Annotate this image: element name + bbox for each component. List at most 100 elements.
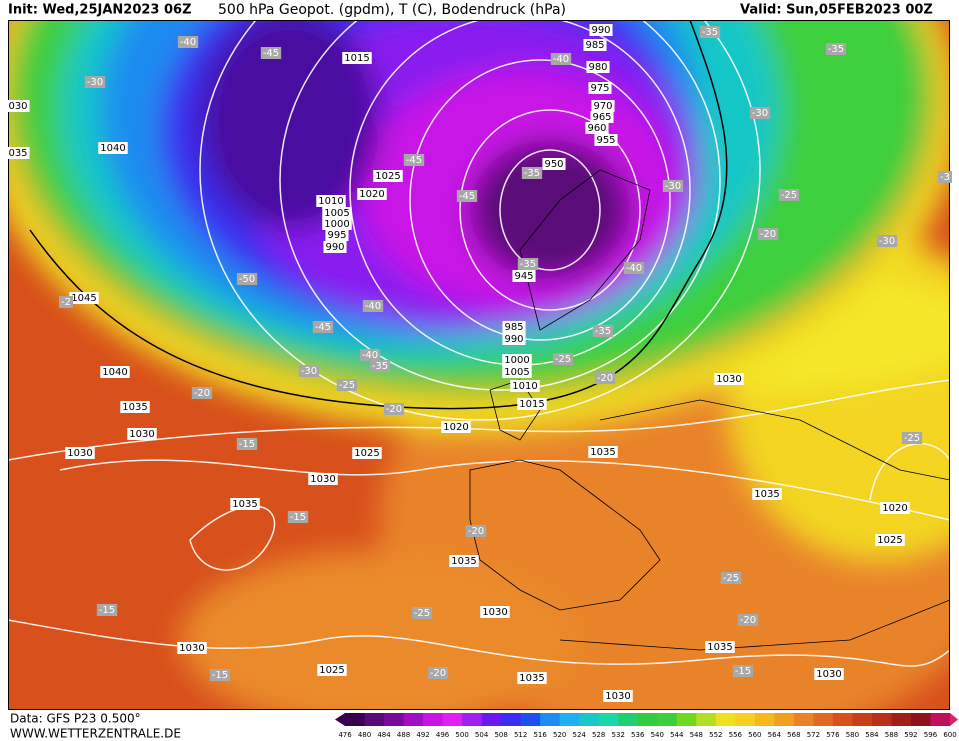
legend-label: 508: [494, 731, 507, 739]
legend-label: 540: [651, 731, 664, 739]
temperature-label-box: [312, 321, 334, 333]
temperature-label-box: [411, 607, 433, 619]
temperature-label: -20: [194, 388, 210, 399]
pressure-label-box: [317, 664, 347, 676]
legend-swatch: [852, 713, 873, 726]
pressure-label-box: [120, 401, 150, 413]
temperature-label: -30: [752, 108, 768, 119]
pressure-label-box: [517, 398, 547, 410]
legend-label: 564: [768, 731, 782, 739]
pressure-label: 1030: [67, 448, 92, 459]
legend-swatch: [579, 713, 600, 726]
temperature-label: -15: [239, 439, 255, 450]
legend-label: 600: [943, 731, 956, 739]
legend-swatch: [637, 713, 658, 726]
temperature-label-box: [336, 379, 358, 391]
legend-swatch: [676, 713, 697, 726]
temperature-label: -25: [555, 354, 571, 365]
legend-label: 496: [436, 731, 450, 739]
temperature-label-box: [720, 572, 742, 584]
pressure-label: 1040: [100, 143, 125, 154]
pressure-label: 1010: [512, 381, 537, 392]
temperature-label-box: [177, 36, 199, 48]
temperature-label-box: [517, 258, 539, 270]
pressure-label: 1000: [504, 355, 529, 366]
pressure-label-box: [6, 100, 30, 112]
legend-swatch: [754, 713, 775, 726]
legend-swatch: [481, 713, 502, 726]
pressure-label-box: [603, 690, 633, 702]
temperature-label: -20: [430, 668, 446, 679]
legend-arrow-left: [335, 713, 345, 726]
legend-swatch: [871, 713, 892, 726]
pressure-label: 1030: [129, 429, 154, 440]
temperature-label: -20: [740, 615, 756, 626]
pressure-label: 1035: [451, 556, 476, 567]
pressure-label-box: [814, 668, 844, 680]
pressure-label: 1025: [319, 665, 344, 676]
temperature-label-box: [757, 228, 779, 240]
temperature-label-box: [662, 180, 684, 192]
legend-label: 584: [865, 731, 879, 739]
temperature-label-box: [236, 273, 258, 285]
pressure-label: 970: [593, 101, 612, 112]
legend-label: 544: [670, 731, 684, 739]
legend-swatch: [735, 713, 756, 726]
temperature-label: -15: [212, 670, 228, 681]
temperature-label: -15: [735, 666, 751, 677]
pressure-label-box: [589, 24, 613, 36]
temperature-label-box: [594, 372, 616, 384]
temperature-label: -35: [372, 361, 388, 372]
temperature-label: -35: [702, 27, 718, 38]
temperature-label-box: [191, 387, 213, 399]
temperature-label: -20: [597, 373, 613, 384]
pressure-label-box: [510, 380, 540, 392]
temperature-label: -35: [524, 168, 540, 179]
pressure-label: 1025: [877, 535, 902, 546]
temperature-label-box: [369, 360, 391, 372]
pressure-label: 035: [8, 148, 27, 159]
pressure-label: 1030: [179, 643, 204, 654]
temperature-label-box: [552, 353, 574, 365]
temperature-label-box: [699, 26, 721, 38]
temperature-label: -2: [61, 297, 71, 308]
pressure-label: 980: [588, 62, 607, 73]
legend-label: 592: [904, 731, 917, 739]
legend-label: 480: [358, 731, 371, 739]
pressure-label-box: [591, 100, 615, 112]
legend-label: 576: [826, 731, 840, 739]
pressure-label-box: [322, 207, 352, 219]
pressure-label: 960: [587, 123, 606, 134]
temperature-label-box: [737, 614, 759, 626]
pressure-label: 030: [8, 101, 27, 112]
pressure-label: 985: [585, 40, 604, 51]
legend-swatch: [715, 713, 736, 726]
legend-label: 588: [885, 731, 898, 739]
temperature-label: -35: [520, 259, 536, 270]
temperature-label: -15: [99, 605, 115, 616]
legend-swatch: [520, 713, 541, 726]
pressure-label-box: [357, 188, 387, 200]
temperature-label-box: [749, 107, 771, 119]
temperature-label-box: [456, 190, 478, 202]
pressure-label: 975: [590, 83, 609, 94]
pressure-label: 1030: [310, 474, 335, 485]
temperature-label-box: [825, 43, 847, 55]
temperature-label: -35: [828, 44, 844, 55]
pressure-label: 995: [327, 230, 346, 241]
legend-swatch: [345, 713, 366, 726]
pressure-label-box: [586, 61, 610, 73]
pressure-label-box: [6, 147, 30, 159]
temperature-label-box: [84, 76, 106, 88]
pressure-label-box: [880, 502, 910, 514]
pressure-label-box: [323, 241, 347, 253]
temperature-label: -45: [459, 191, 475, 202]
temperature-label: -40: [553, 54, 569, 65]
pressure-label: 990: [591, 25, 610, 36]
pressure-label-box: [308, 473, 338, 485]
legend-swatch: [403, 713, 424, 726]
color-legend: 476 480 484 488 492 496 500 504 508 512 516 520 524 5…: [335, 713, 958, 739]
pressure-label: 950: [544, 159, 563, 170]
pressure-label-box: [65, 447, 95, 459]
